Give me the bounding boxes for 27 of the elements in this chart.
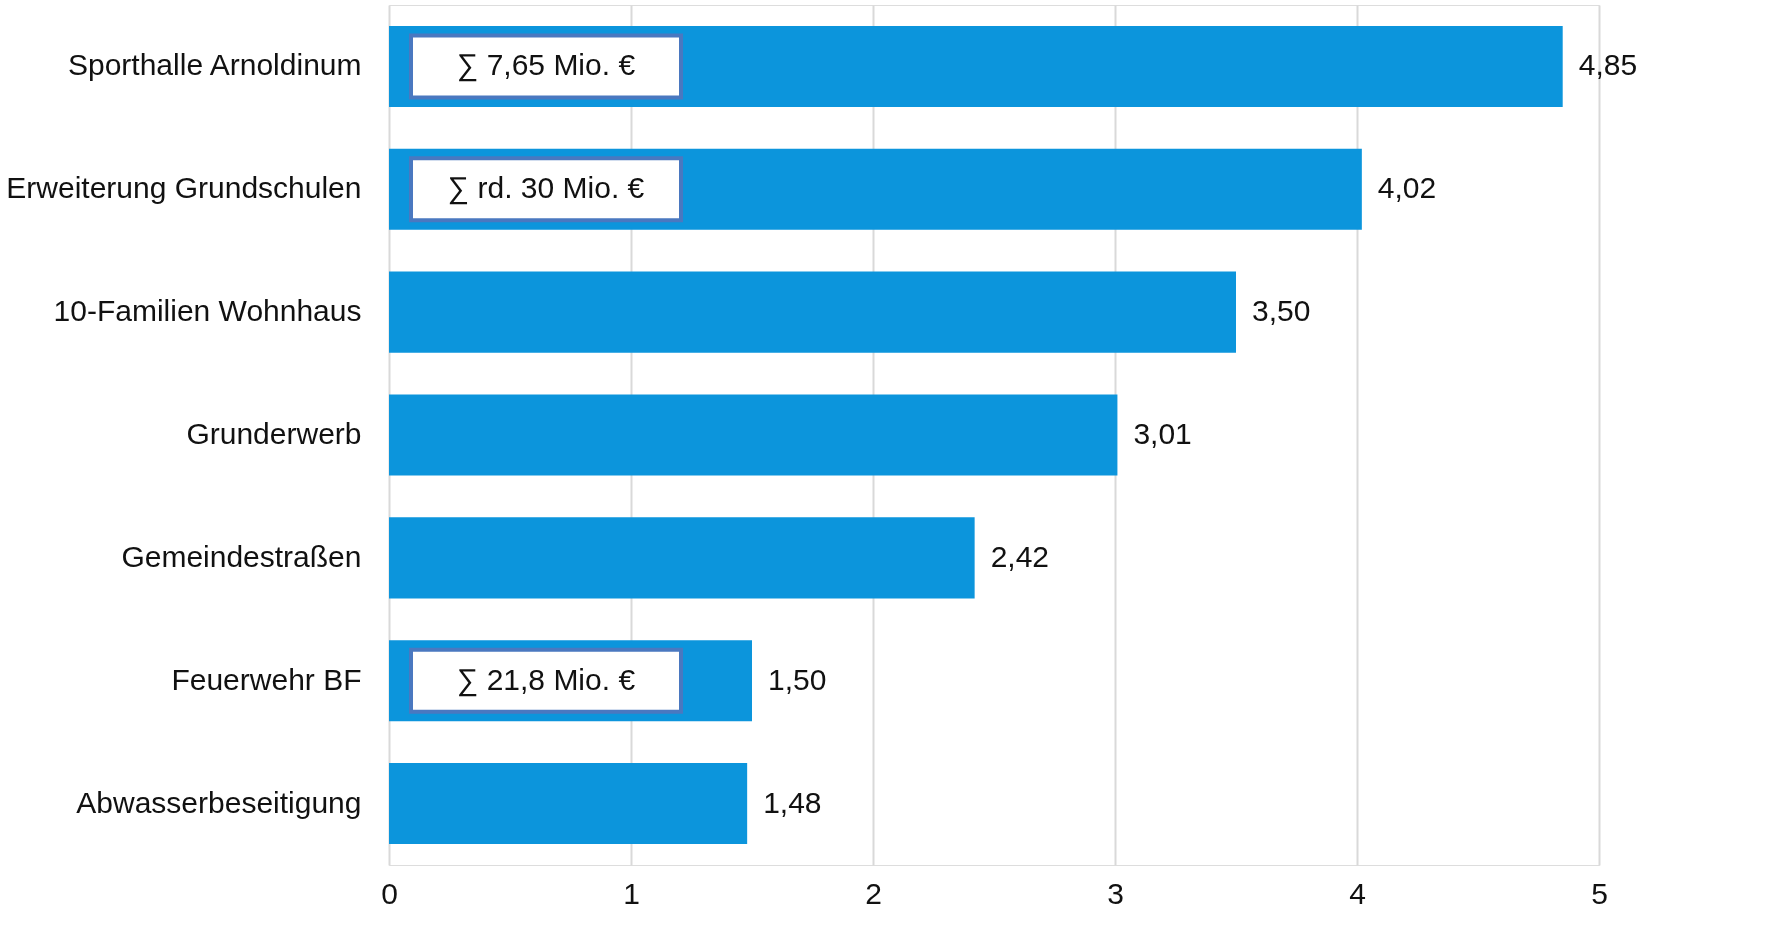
y-tick-label: Erweiterung Grundschulen (6, 171, 362, 205)
bar (389, 517, 975, 599)
bar (389, 763, 748, 845)
data-label: 3,01 (1133, 417, 1192, 450)
bar (389, 394, 1118, 476)
data-label: 4,02 (1377, 171, 1437, 205)
data-label: 4,85 (1578, 48, 1638, 82)
x-tick-label: 2 (865, 876, 882, 910)
x-tick-label: 5 (1591, 876, 1608, 910)
x-tick-label: 1 (623, 876, 640, 910)
y-tick-label: Gemeindestraßen (121, 539, 362, 573)
annotation: ∑ 21,8 Mio. € (456, 662, 636, 697)
annotation: ∑ 7,65 Mio. € (456, 48, 636, 83)
data-label: 2,42 (990, 539, 1050, 573)
data-label: 3,50 (1252, 294, 1311, 328)
data-label: 1,48 (763, 785, 822, 819)
y-tick-label: Grunderwerb (186, 417, 362, 450)
y-tick-label: Sporthalle Arnoldinum (67, 48, 362, 82)
y-tick-label: Abwasserbeseitigung (76, 785, 362, 819)
y-tick-label: Feuerwehr BF (171, 662, 362, 696)
data-label: 1,50 (768, 662, 827, 696)
x-tick-label: 3 (1107, 876, 1124, 910)
x-tick-label: 4 (1349, 876, 1366, 910)
bar (389, 271, 1236, 353)
annotation: ∑ rd. 30 Mio. € (447, 171, 645, 206)
x-tick-label: 0 (381, 876, 398, 910)
y-tick-label: 10-Familien Wohnhaus (53, 294, 362, 328)
